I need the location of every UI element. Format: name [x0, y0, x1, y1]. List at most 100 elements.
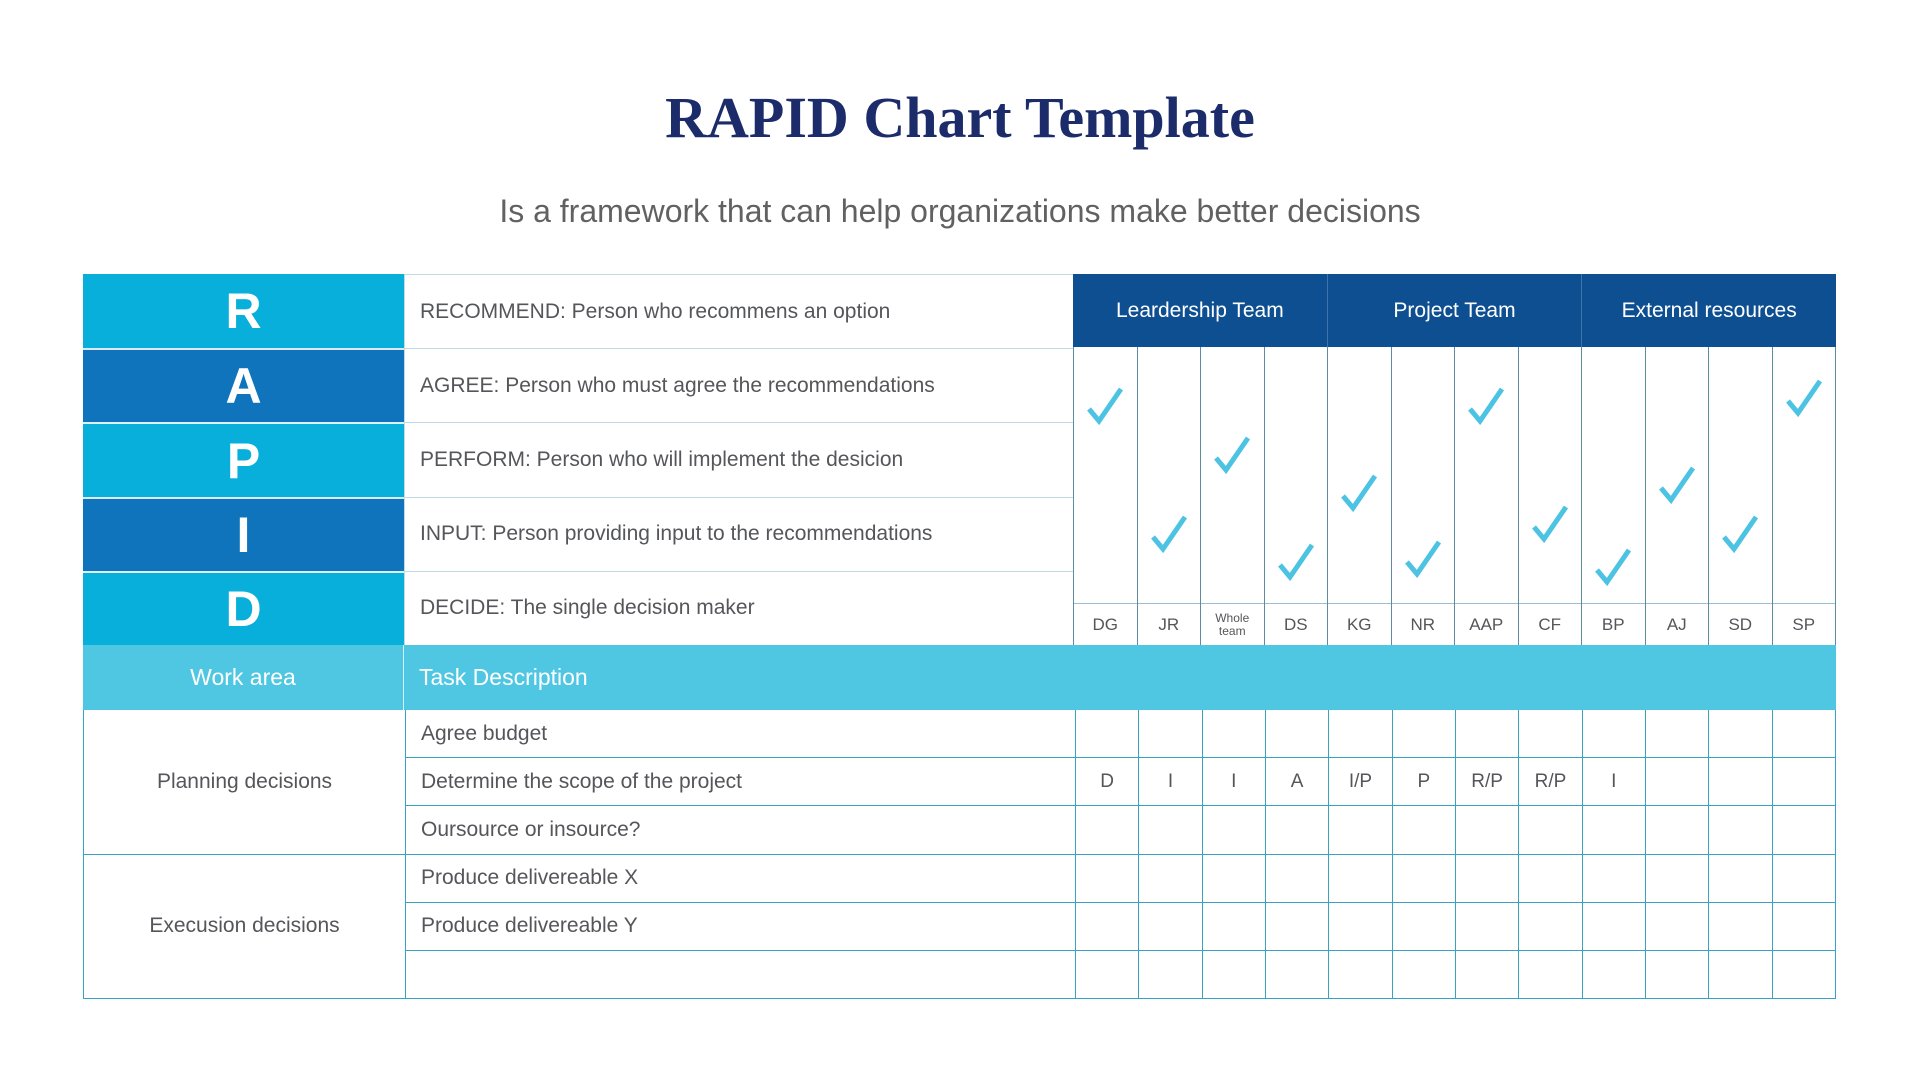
- team-group-header: External resources: [1581, 274, 1836, 347]
- person-column: AAP: [1455, 347, 1519, 645]
- check-zone: [1773, 347, 1836, 603]
- task-description-cell: Oursource or insource?: [421, 817, 641, 841]
- assignment-cell: [1454, 710, 1518, 758]
- rapid-description-cell: INPUT: Person providing input to the rec…: [404, 496, 1073, 571]
- task-description-cell: Produce delivereable Y: [421, 914, 638, 938]
- assignment-cell: [1264, 902, 1328, 950]
- assignment-cell: [1201, 710, 1265, 758]
- assignment-cell: [1075, 710, 1138, 758]
- check-zone: [1392, 347, 1455, 603]
- assignment-cell: [1075, 902, 1138, 950]
- task-row: Produce delivereable Y: [406, 901, 1835, 950]
- task-row: Produce delivereable X: [406, 853, 1835, 902]
- assignment-cell: A: [1264, 758, 1328, 806]
- checkmark-icon: [1595, 548, 1632, 587]
- assignment-cell: I: [1138, 758, 1201, 806]
- rapid-description-cell: PERFORM: Person who will implement the d…: [404, 422, 1073, 497]
- rapid-legend-row: D DECIDE: The single decision maker: [83, 570, 1073, 646]
- rapid-description-cell: AGREE: Person who must agree the recomme…: [404, 348, 1073, 423]
- rapid-description-cell: RECOMMEND: Person who recommens an optio…: [404, 274, 1073, 349]
- checkmark-icon: [1277, 543, 1314, 582]
- team-groups-header: Leardership Team Project Team External res…: [1073, 274, 1836, 347]
- person-initials-label: DG: [1074, 603, 1137, 645]
- check-zone: [1201, 347, 1264, 603]
- assignment-cell: [1138, 806, 1201, 854]
- assignment-cell: [1391, 902, 1455, 950]
- assignment-cell: [1708, 710, 1771, 758]
- assignment-cell: [1075, 806, 1138, 854]
- person-column: KG: [1328, 347, 1392, 645]
- assignment-cell: [1454, 854, 1518, 902]
- assignment-cell: [1518, 710, 1581, 758]
- assignment-cell: [1644, 710, 1708, 758]
- assignment-cell: [1708, 950, 1771, 999]
- check-zone: [1265, 347, 1328, 603]
- task-description-cell: Determine the scope of the project: [421, 769, 743, 793]
- person-column: CF: [1518, 347, 1582, 645]
- person-initials-label: SP: [1772, 603, 1835, 645]
- person-initials-label: AAP: [1455, 603, 1518, 645]
- assignment-cell: [1581, 950, 1645, 999]
- assignment-cell: I: [1201, 758, 1265, 806]
- person-initials-label: KG: [1328, 603, 1391, 645]
- assignment-cell: [1454, 806, 1518, 854]
- assignment-cell: [1328, 950, 1391, 999]
- assignment-cell: [1771, 806, 1835, 854]
- checkmark-icon: [1214, 436, 1251, 474]
- person-column: BP: [1582, 347, 1646, 645]
- assignment-cell: [1391, 854, 1455, 902]
- assignment-cell: [1518, 854, 1581, 902]
- assignment-cell: [1328, 854, 1391, 902]
- person-columns: DG JR Whole team DS KG NR AAP CF BP AJ SD SP: [1073, 347, 1836, 645]
- assignment-cell: [1771, 758, 1835, 806]
- person-column: SP: [1772, 347, 1836, 645]
- rapid-letter-cell: I: [83, 496, 404, 571]
- checkmark-icon: [1087, 387, 1124, 425]
- check-zone: [1709, 347, 1772, 603]
- assignment-cell: [1391, 710, 1455, 758]
- person-initials-label: NR: [1391, 603, 1454, 645]
- assignment-cell: [1454, 950, 1518, 999]
- assignment-cell: [1771, 854, 1835, 902]
- person-initials-label: Whole team: [1201, 603, 1264, 645]
- checkmark-icon: [1658, 466, 1695, 505]
- checkmark-icon: [1341, 474, 1378, 512]
- work-area-group-cell: Execusion decisions: [84, 853, 405, 999]
- person-column: SD: [1709, 347, 1773, 645]
- check-zone: [1074, 347, 1137, 603]
- rapid-legend-and-people-section: R RECOMMEND: Person who recommens an opti…: [83, 274, 1836, 646]
- person-initials-label: BP: [1582, 603, 1645, 645]
- assignment-cell: [1138, 854, 1201, 902]
- assignment-cell: [1138, 710, 1201, 758]
- check-zone: [1646, 347, 1709, 603]
- work-area-header: Work area: [83, 645, 404, 710]
- rapid-legend: R RECOMMEND: Person who recommens an opti…: [83, 274, 1073, 646]
- assignment-cell: [1581, 710, 1645, 758]
- person-initials-label: SD: [1709, 603, 1772, 645]
- assignment-cell: [1138, 902, 1201, 950]
- assignment-cell: I: [1581, 758, 1645, 806]
- assignment-cell: [1771, 950, 1835, 999]
- assignment-cell: [1264, 854, 1328, 902]
- assignment-cell: [1328, 710, 1391, 758]
- assignment-cell: [1708, 806, 1771, 854]
- assignment-cell: [1581, 854, 1645, 902]
- check-zone: [1519, 347, 1582, 603]
- assignment-cell: [1264, 710, 1328, 758]
- rapid-letter-cell: A: [83, 348, 404, 423]
- rapid-description-cell: DECIDE: The single decision maker: [404, 570, 1073, 646]
- assignment-cell: P: [1391, 758, 1455, 806]
- check-zone: [1138, 347, 1201, 603]
- assignment-cell: [1454, 902, 1518, 950]
- person-initials-label: CF: [1518, 603, 1581, 645]
- assignment-cell: [1708, 854, 1771, 902]
- assignment-cell: [1581, 902, 1645, 950]
- assignment-cell: [1708, 758, 1771, 806]
- assignment-cell: [1138, 950, 1201, 999]
- task-description-cell: Produce delivereable X: [421, 866, 639, 890]
- assignment-cell: [1201, 806, 1265, 854]
- assignment-cell: [1201, 902, 1265, 950]
- assignment-cell: I/P: [1328, 758, 1391, 806]
- assignment-cell: R/P: [1518, 758, 1581, 806]
- assignment-cell: [1201, 950, 1265, 999]
